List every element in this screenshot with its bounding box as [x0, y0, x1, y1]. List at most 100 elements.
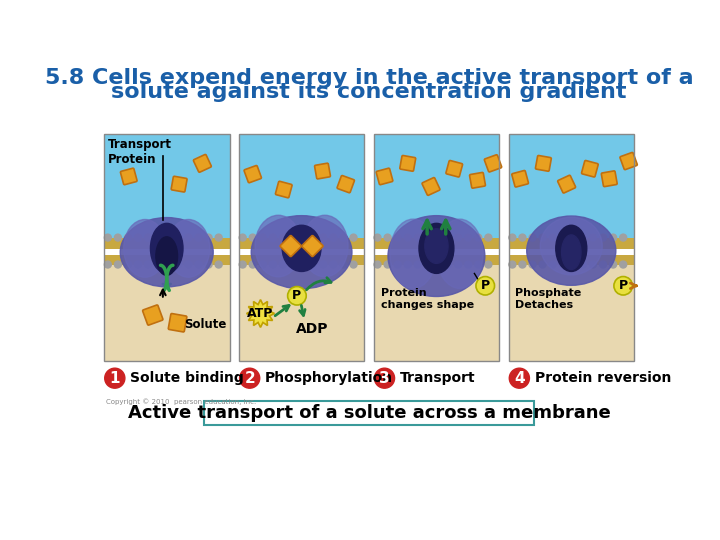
Ellipse shape — [425, 229, 448, 264]
Bar — [239, 263, 364, 361]
Circle shape — [434, 234, 441, 241]
Circle shape — [384, 234, 391, 241]
Circle shape — [145, 234, 152, 241]
Ellipse shape — [120, 218, 213, 287]
Bar — [508, 263, 634, 361]
Circle shape — [104, 261, 112, 268]
Circle shape — [600, 234, 606, 241]
Circle shape — [310, 261, 317, 268]
Circle shape — [289, 234, 297, 241]
Circle shape — [519, 261, 526, 268]
Circle shape — [424, 261, 431, 268]
Circle shape — [610, 261, 616, 268]
FancyBboxPatch shape — [143, 305, 163, 325]
Ellipse shape — [255, 215, 302, 277]
Text: 5.8 Cells expend energy in the active transport of a: 5.8 Cells expend energy in the active tr… — [45, 68, 693, 88]
Circle shape — [580, 261, 586, 268]
Ellipse shape — [251, 215, 352, 289]
Text: ATP: ATP — [247, 307, 274, 320]
FancyBboxPatch shape — [168, 314, 186, 332]
Text: Protein
changes shape: Protein changes shape — [382, 288, 474, 310]
FancyBboxPatch shape — [422, 178, 440, 195]
Circle shape — [474, 234, 482, 241]
Circle shape — [249, 261, 256, 268]
Bar — [104, 134, 230, 361]
Circle shape — [539, 261, 546, 268]
FancyBboxPatch shape — [171, 176, 187, 192]
Circle shape — [104, 234, 112, 241]
Circle shape — [155, 261, 162, 268]
Ellipse shape — [124, 219, 166, 277]
Text: 1: 1 — [109, 370, 120, 386]
Circle shape — [474, 261, 482, 268]
Circle shape — [289, 261, 297, 268]
Circle shape — [300, 261, 307, 268]
Circle shape — [485, 234, 492, 241]
Circle shape — [287, 287, 306, 305]
Circle shape — [394, 261, 401, 268]
FancyBboxPatch shape — [194, 154, 211, 172]
Ellipse shape — [556, 225, 587, 272]
Circle shape — [620, 234, 626, 241]
Circle shape — [259, 261, 266, 268]
Circle shape — [374, 368, 395, 388]
Bar — [239, 134, 364, 361]
FancyBboxPatch shape — [620, 152, 637, 170]
Circle shape — [476, 276, 495, 295]
Text: Phosphorylation: Phosphorylation — [265, 371, 393, 385]
Text: Solute binding: Solute binding — [130, 371, 244, 385]
Circle shape — [240, 368, 260, 388]
Circle shape — [114, 234, 122, 241]
FancyBboxPatch shape — [276, 181, 292, 198]
Text: solute against its concentration gradient: solute against its concentration gradien… — [112, 82, 626, 102]
Circle shape — [404, 234, 411, 241]
Circle shape — [279, 234, 287, 241]
FancyBboxPatch shape — [446, 160, 462, 177]
Text: 4: 4 — [514, 370, 525, 386]
Circle shape — [215, 234, 222, 241]
Text: Protein reversion: Protein reversion — [535, 371, 671, 385]
Circle shape — [509, 261, 516, 268]
Circle shape — [485, 261, 492, 268]
Circle shape — [185, 261, 192, 268]
FancyBboxPatch shape — [120, 168, 137, 185]
FancyBboxPatch shape — [244, 166, 261, 183]
FancyBboxPatch shape — [337, 176, 354, 193]
Circle shape — [175, 234, 182, 241]
FancyBboxPatch shape — [376, 168, 393, 185]
Circle shape — [580, 234, 586, 241]
Text: Solute: Solute — [184, 318, 226, 331]
Circle shape — [340, 234, 347, 241]
Circle shape — [185, 234, 192, 241]
Circle shape — [454, 261, 462, 268]
Circle shape — [454, 234, 462, 241]
Bar — [104, 238, 230, 249]
Circle shape — [414, 261, 421, 268]
Circle shape — [205, 234, 212, 241]
Circle shape — [444, 234, 451, 241]
Circle shape — [559, 234, 566, 241]
Circle shape — [195, 261, 202, 268]
Circle shape — [464, 234, 472, 241]
Text: Phosphate
Detaches: Phosphate Detaches — [515, 288, 581, 310]
Circle shape — [350, 234, 357, 241]
Circle shape — [249, 234, 256, 241]
Circle shape — [330, 234, 337, 241]
Circle shape — [509, 234, 516, 241]
Circle shape — [384, 261, 391, 268]
FancyBboxPatch shape — [558, 176, 575, 193]
Circle shape — [374, 261, 381, 268]
Ellipse shape — [562, 235, 581, 269]
Circle shape — [549, 234, 556, 241]
Circle shape — [444, 261, 451, 268]
Ellipse shape — [527, 216, 616, 285]
Circle shape — [614, 276, 632, 295]
Circle shape — [165, 234, 172, 241]
Text: P: P — [618, 279, 628, 292]
Bar — [374, 255, 499, 265]
Circle shape — [559, 261, 566, 268]
Circle shape — [104, 368, 125, 388]
Circle shape — [600, 261, 606, 268]
Bar — [508, 255, 634, 265]
Circle shape — [424, 234, 431, 241]
